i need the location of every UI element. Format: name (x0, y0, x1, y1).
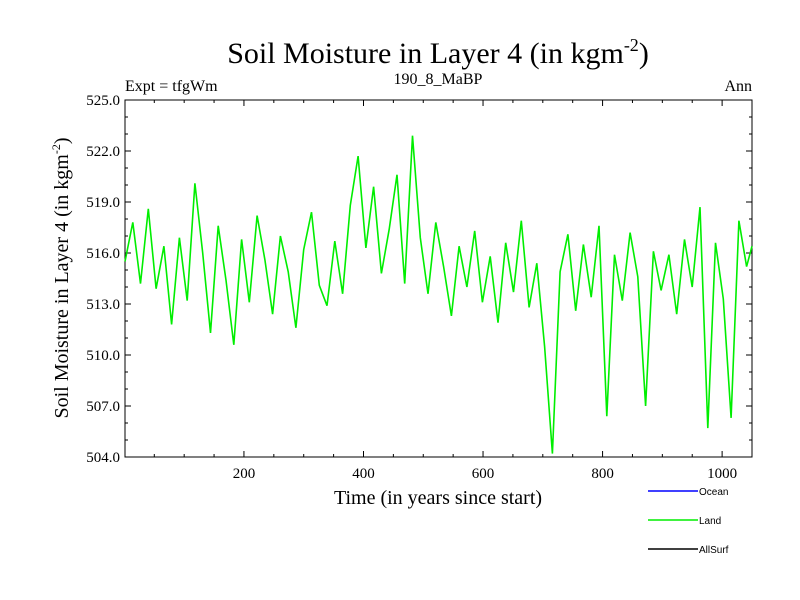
y-axis-label-close: ) (51, 137, 73, 144)
legend-label-land: Land (699, 516, 721, 527)
chart-title-main: Soil Moisture in Layer 4 (in kgm (227, 37, 624, 70)
y-axis-label-superscript: -2 (49, 144, 63, 154)
y-tick-label: 510.0 (86, 348, 120, 364)
x-tick-label: 400 (352, 466, 375, 482)
y-tick-label: 525.0 (86, 93, 120, 109)
y-tick-label: 513.0 (86, 297, 120, 313)
period-label: 190_8_MaBP (394, 71, 483, 88)
y-axis-label: Soil Moisture in Layer 4 (in kgm-2) (49, 137, 73, 418)
chart-title-superscript: -2 (624, 35, 639, 55)
land-series-line (124, 135, 753, 454)
y-axis-ticks: 504.0 507.0 510.0 513.0 516.0 519.0 522.0 525.0 (86, 93, 752, 466)
season-label: Ann (724, 78, 752, 95)
legend-label-ocean: Ocean (699, 487, 728, 498)
y-tick-label: 522.0 (86, 144, 120, 160)
chart-title-close: ) (639, 37, 649, 70)
x-tick-label: 200 (233, 466, 256, 482)
x-tick-label: 800 (591, 466, 614, 482)
y-tick-label: 504.0 (86, 450, 120, 466)
y-axis-label-main: Soil Moisture in Layer 4 (in kgm (51, 154, 73, 419)
y-tick-label: 519.0 (86, 195, 120, 211)
x-tick-label: 600 (472, 466, 495, 482)
legend-label-allsurf: AllSurf (699, 545, 729, 556)
legend: Ocean Land AllSurf (648, 487, 729, 556)
y-tick-label: 516.0 (86, 246, 120, 262)
x-tick-label: 1000 (707, 466, 737, 482)
x-axis-label: Time (in years since start) (334, 487, 542, 509)
experiment-label: Expt = tfgWm (125, 78, 218, 95)
plot-frame (124, 99, 753, 458)
chart-title: Soil Moisture in Layer 4 (in kgm-2) (227, 35, 649, 70)
x-axis-ticks: 200 400 600 800 1000 (153, 100, 737, 482)
y-tick-label: 507.0 (86, 399, 120, 415)
